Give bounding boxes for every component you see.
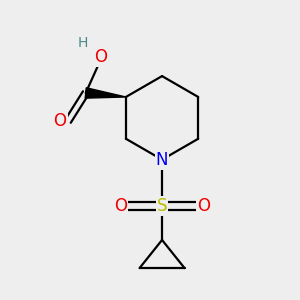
Text: H: H [77, 36, 88, 50]
Text: O: O [197, 197, 210, 215]
Text: O: O [114, 197, 127, 215]
Polygon shape [85, 88, 126, 98]
Text: O: O [53, 112, 67, 130]
Text: O: O [94, 48, 107, 66]
Text: N: N [156, 151, 168, 169]
Text: S: S [157, 197, 167, 215]
